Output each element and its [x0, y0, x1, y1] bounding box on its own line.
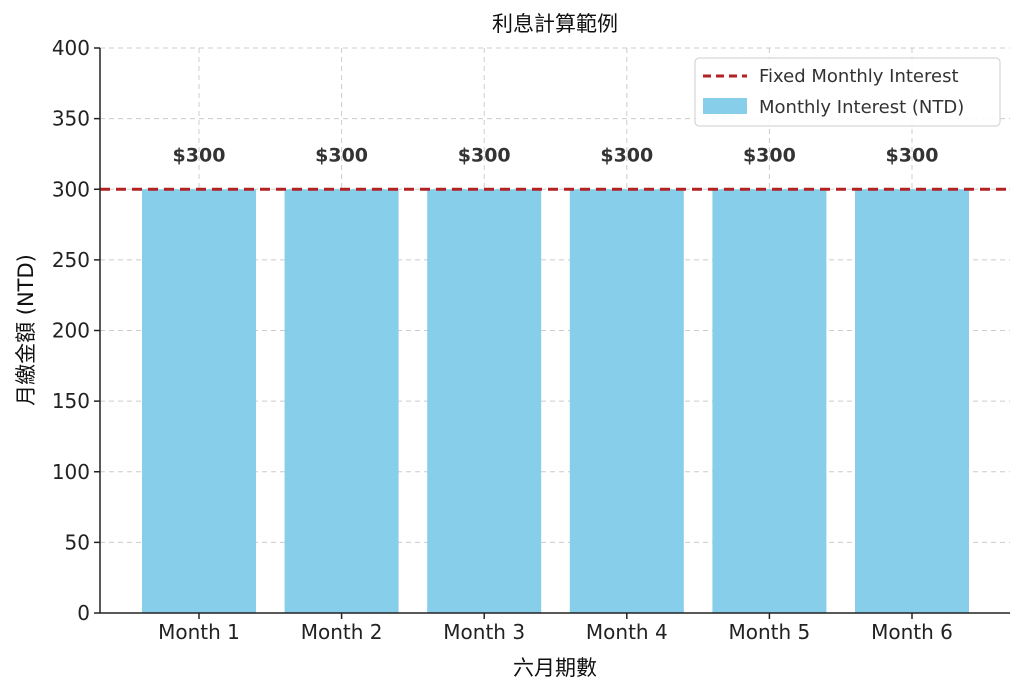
x-tick-label: Month 4: [586, 620, 668, 644]
y-tick-label: 100: [52, 460, 90, 484]
legend-label-reference: Fixed Monthly Interest: [759, 66, 959, 87]
y-ticks: 0 50 100 150 200 250 300 350 400: [52, 36, 100, 625]
bar-data-label: $300: [458, 144, 511, 166]
bar: [284, 189, 399, 613]
x-tick-label: Month 1: [158, 620, 240, 644]
bar-data-label: $300: [886, 144, 939, 166]
y-tick-label: 50: [65, 530, 90, 554]
x-tick-label: Month 5: [729, 620, 811, 644]
legend-label-series: Monthly Interest (NTD): [759, 97, 964, 118]
y-axis-title: 月繳金額 (NTD): [14, 254, 38, 406]
x-tick-label: Month 6: [871, 620, 953, 644]
x-tick-label: Month 3: [443, 620, 525, 644]
y-tick-label: 0: [77, 601, 90, 625]
legend-bar-swatch: [703, 98, 747, 114]
y-tick-label: 250: [52, 248, 90, 272]
bar-data-label: $300: [173, 144, 226, 166]
x-tick-label: Month 2: [301, 620, 383, 644]
y-tick-label: 200: [52, 319, 90, 343]
bar: [855, 189, 969, 613]
chart-title: 利息計算範例: [492, 12, 618, 36]
bar: [712, 189, 827, 613]
legend-box: [694, 57, 1001, 127]
bar: [569, 189, 684, 613]
bar: [427, 189, 542, 613]
legend: Fixed Monthly Interest Monthly Interest …: [694, 57, 1001, 127]
bar-data-label: $300: [315, 144, 368, 166]
bars: [142, 189, 969, 613]
y-tick-label: 400: [52, 36, 90, 60]
x-ticks: Month 1 Month 2 Month 3 Month 4 Month 5 Month…: [158, 613, 953, 644]
y-tick-label: 150: [52, 389, 90, 413]
bar: [142, 189, 256, 613]
bar-labels: $300 $300 $300 $300 $300 $300: [173, 144, 939, 166]
y-tick-label: 350: [52, 107, 90, 131]
x-axis-title: 六月期數: [513, 656, 597, 680]
bar-data-label: $300: [743, 144, 796, 166]
y-tick-label: 300: [52, 177, 90, 201]
bar-data-label: $300: [600, 144, 653, 166]
